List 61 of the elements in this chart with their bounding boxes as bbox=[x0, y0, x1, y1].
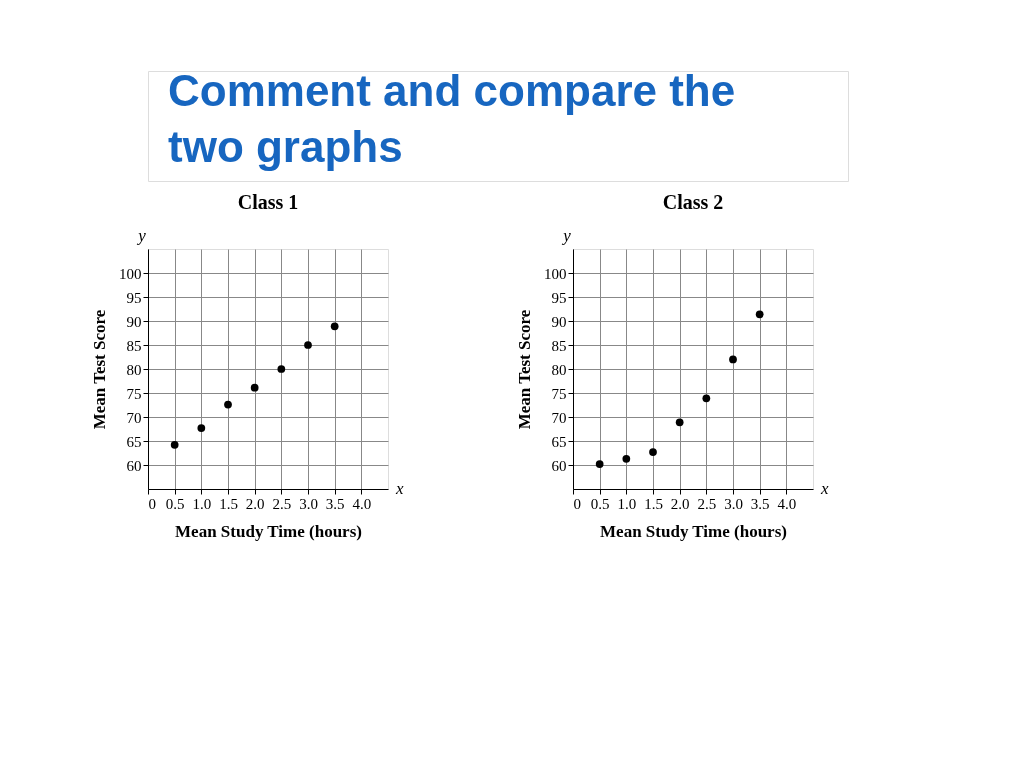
y-tick-label: 80 bbox=[551, 361, 567, 378]
chart-title: Class 2 bbox=[662, 191, 724, 213]
y-tick-label: 85 bbox=[126, 337, 142, 354]
point bbox=[170, 440, 179, 449]
x-tick-label: 0.5 bbox=[590, 495, 610, 512]
y-tick-label: 85 bbox=[551, 337, 567, 354]
point bbox=[304, 341, 312, 349]
text: y bbox=[136, 226, 147, 245]
point bbox=[595, 460, 604, 468]
point bbox=[755, 310, 764, 319]
x-tick-label: 2.0 bbox=[245, 495, 265, 512]
x-tick-label: 3.5 bbox=[325, 495, 345, 512]
x-tick-label: 3.5 bbox=[750, 495, 770, 512]
point bbox=[277, 365, 286, 373]
x-tick-label: 2.0 bbox=[670, 495, 690, 512]
x-tick-label: 4.0 bbox=[352, 495, 372, 512]
y-tick-label: 95 bbox=[551, 289, 567, 306]
x-tick-label: 0 bbox=[573, 495, 581, 512]
point bbox=[250, 383, 259, 392]
x-axis-title: Mean Study Time (hours) bbox=[175, 521, 362, 541]
y-tick-label: 95 bbox=[126, 289, 142, 306]
y-tick-label: 65 bbox=[126, 433, 142, 450]
text: x bbox=[820, 479, 829, 498]
y-axis-title: Mean Test Score bbox=[90, 309, 109, 430]
y-tick-label: 90 bbox=[551, 313, 567, 330]
y-tick-label: 70 bbox=[551, 409, 567, 426]
y-tick-label: 100 bbox=[544, 265, 567, 282]
y-axis-title: Mean Test Score bbox=[515, 309, 534, 430]
y-tick-label: 80 bbox=[126, 361, 142, 378]
text: Comment and compare the two graphs bbox=[168, 66, 736, 171]
x-tick-label: 1.5 bbox=[219, 495, 238, 512]
point bbox=[702, 394, 711, 403]
x-tick-label: 0 bbox=[148, 495, 156, 512]
y-tick-label: 65 bbox=[551, 433, 567, 450]
x-tick-label: 3.0 bbox=[724, 495, 743, 512]
point bbox=[649, 448, 657, 456]
x-tick-label: 2.5 bbox=[272, 495, 292, 512]
x-tick-label: 0.5 bbox=[165, 495, 185, 512]
x-axis-title: Mean Study Time (hours) bbox=[600, 521, 787, 541]
text: x bbox=[395, 479, 404, 498]
x-tick-label: 4.0 bbox=[777, 495, 797, 512]
y-tick-label: 100 bbox=[119, 265, 142, 282]
x-tick-label: 3.0 bbox=[299, 495, 318, 512]
chart-title: Class 1 bbox=[237, 191, 299, 213]
y-tick-label: 90 bbox=[126, 313, 142, 330]
point bbox=[224, 400, 232, 409]
point bbox=[197, 424, 206, 432]
y-tick-label: 60 bbox=[551, 457, 567, 474]
y-tick-label: 75 bbox=[126, 385, 142, 402]
x-tick-label: 1.5 bbox=[644, 495, 663, 512]
point bbox=[622, 454, 631, 463]
x-tick-label: 1.0 bbox=[617, 495, 637, 512]
point bbox=[330, 322, 339, 331]
x-tick-label: 1.0 bbox=[192, 495, 212, 512]
point bbox=[675, 418, 684, 427]
text: y bbox=[561, 226, 572, 245]
y-tick-label: 70 bbox=[126, 409, 142, 426]
y-tick-label: 75 bbox=[551, 385, 567, 402]
x-tick-label: 2.5 bbox=[697, 495, 717, 512]
y-tick-label: 60 bbox=[126, 457, 142, 474]
point bbox=[729, 355, 737, 364]
